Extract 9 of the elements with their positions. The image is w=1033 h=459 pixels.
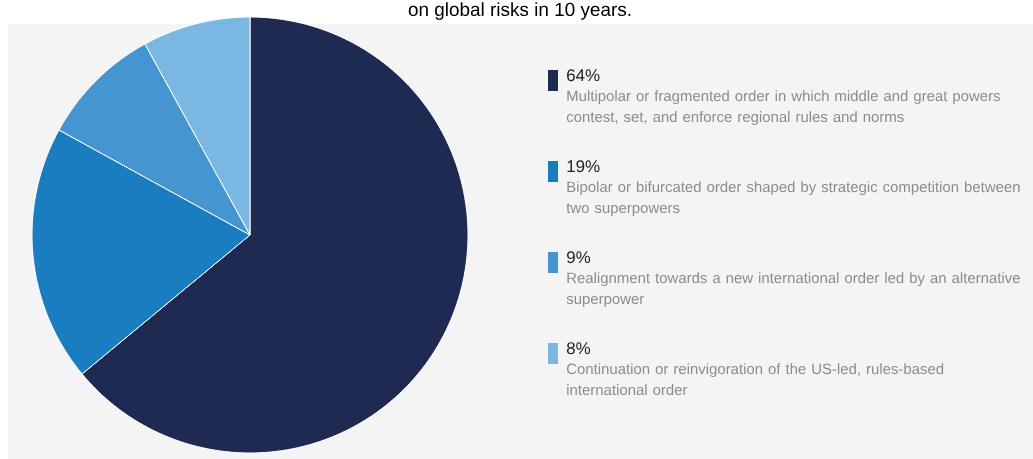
legend-label: Continuation or reinvigoration of the US-led, rules-based international order [566,363,944,396]
legend-label: Bipolar or bifurcated order shaped by strategic competition between two superpowers [566,181,1020,217]
data-label: 64% [567,69,600,82]
chart-title: on global risks in 10 years. [408,2,631,20]
data-label: 19% [567,160,600,173]
legend-label: Realignment towards a new international order led by an alternative superpower [566,272,1020,308]
data-label: 8% [566,342,591,355]
legend-label: Multipolar or fragmented order in which middle and great powers contest, set, and enforce regional rules and norms [566,90,1000,126]
data-label: 9% [567,251,591,264]
